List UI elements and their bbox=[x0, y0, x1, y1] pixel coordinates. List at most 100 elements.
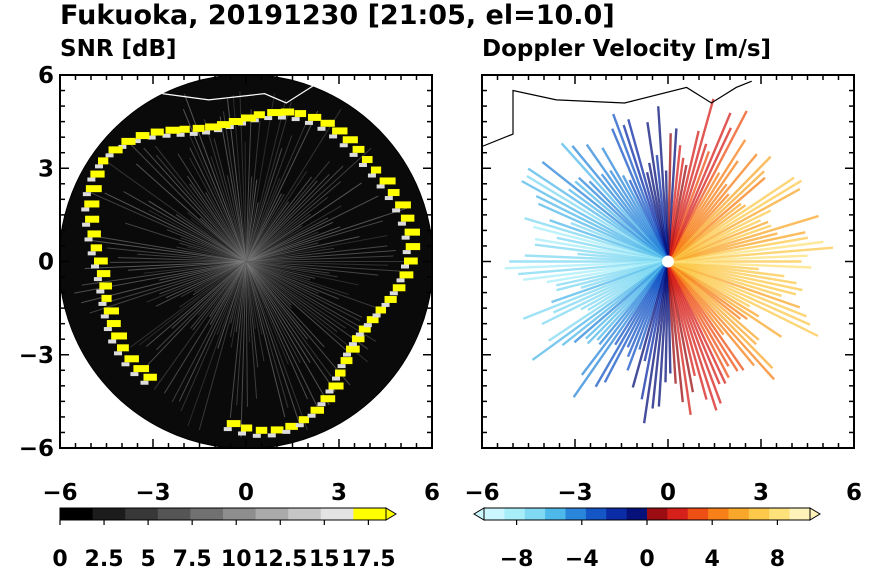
snr-high-cell bbox=[121, 137, 136, 145]
snr-mid-cell bbox=[98, 301, 107, 306]
snr-mid-cell bbox=[304, 120, 313, 125]
snr-ray bbox=[89, 261, 247, 314]
colorbar-extend-min bbox=[473, 507, 485, 521]
snr-ray bbox=[245, 261, 389, 266]
snr-high-cell bbox=[90, 244, 103, 252]
colorbar-segment bbox=[606, 508, 628, 520]
snr-mid-cell bbox=[291, 117, 300, 122]
colorbar-segment bbox=[157, 508, 191, 520]
colorbar-segment bbox=[353, 508, 387, 520]
snr-ray bbox=[245, 261, 308, 431]
snr-ray bbox=[166, 229, 247, 262]
colorbar-segment bbox=[687, 508, 709, 520]
snr-mid-cell bbox=[332, 376, 341, 381]
snr-mid-cell bbox=[397, 221, 406, 226]
snr-ray bbox=[125, 222, 247, 262]
snr-mid-cell bbox=[363, 323, 372, 328]
snr-mid-cell bbox=[87, 177, 96, 182]
y-tick-label: 0 bbox=[38, 250, 54, 276]
colorbar-segment bbox=[565, 508, 587, 520]
x-tick-label: −6 bbox=[42, 480, 77, 506]
snr-ray bbox=[245, 261, 349, 295]
snr-ray bbox=[245, 245, 388, 262]
snr-field bbox=[60, 75, 432, 448]
snr-high-cell bbox=[320, 119, 335, 127]
colorbar-label: 0 bbox=[52, 547, 67, 570]
snr-ray bbox=[135, 163, 247, 262]
colorbar-segment bbox=[728, 508, 750, 520]
snr-ray bbox=[104, 159, 247, 262]
snr-high-cell bbox=[143, 373, 157, 381]
snr-mid-cell bbox=[376, 184, 385, 189]
snr-mid-cell bbox=[355, 332, 364, 337]
snr-ray bbox=[189, 157, 247, 262]
snr-high-cell bbox=[335, 369, 346, 377]
snr-ray bbox=[245, 197, 328, 262]
snr-ray bbox=[159, 261, 247, 281]
snr-ray bbox=[245, 261, 258, 399]
colorbar-segment bbox=[255, 508, 289, 520]
snr-mid-cell bbox=[202, 130, 211, 135]
snr-ray bbox=[245, 261, 248, 407]
x-tick-label: 0 bbox=[660, 480, 676, 506]
snr-ray bbox=[245, 261, 376, 308]
snr-ray bbox=[245, 261, 348, 352]
snr-ray bbox=[244, 141, 247, 262]
left-panel-title: SNR [dB] bbox=[60, 36, 177, 62]
x-tick-label: 6 bbox=[846, 480, 862, 506]
snr-high-cell bbox=[342, 136, 358, 144]
snr-mid-cell bbox=[223, 427, 232, 432]
colorbar-segment bbox=[125, 508, 159, 520]
x-tick-label: 6 bbox=[424, 480, 440, 506]
snr-mid-cell bbox=[140, 380, 149, 385]
snr-high-cell bbox=[395, 201, 411, 209]
colorbar-label: 7.5 bbox=[173, 547, 212, 570]
colorbar-label: 5 bbox=[140, 547, 155, 570]
doppler-center bbox=[662, 255, 674, 268]
snr-ray bbox=[245, 261, 265, 362]
snr-ray bbox=[148, 200, 247, 262]
snr-ray bbox=[245, 147, 372, 262]
snr-ray bbox=[245, 101, 292, 262]
snr-ray bbox=[171, 261, 247, 329]
snr-high-cell bbox=[192, 124, 205, 132]
snr-ray bbox=[245, 250, 396, 262]
snr-mid-cell bbox=[339, 143, 348, 148]
snr-mid-cell bbox=[81, 207, 90, 212]
snr-ray bbox=[245, 182, 362, 262]
snr-ray bbox=[153, 261, 247, 390]
snr-mid-cell bbox=[91, 264, 99, 269]
y-tick-label: −6 bbox=[19, 436, 54, 462]
snr-ray bbox=[245, 108, 342, 262]
snr-ray bbox=[245, 181, 341, 262]
snr-ray bbox=[245, 261, 325, 348]
snr-ray bbox=[117, 257, 247, 262]
snr-ray bbox=[240, 261, 247, 438]
snr-ray bbox=[84, 261, 247, 270]
snr-ray bbox=[245, 221, 334, 262]
snr-ray bbox=[245, 148, 283, 262]
colorbar-extend-max bbox=[385, 507, 397, 521]
snr-mid-cell bbox=[93, 277, 102, 282]
snr-ray bbox=[245, 180, 318, 262]
snr-high-cell bbox=[116, 344, 129, 352]
snr-high-cell bbox=[253, 111, 265, 119]
colorbar-label: −4 bbox=[565, 547, 599, 570]
snr-high-cell bbox=[103, 307, 119, 315]
snr-high-cell bbox=[267, 109, 282, 117]
snr-mid-cell bbox=[100, 314, 109, 319]
snr-ray bbox=[226, 175, 247, 262]
y-tick-label: 6 bbox=[38, 63, 54, 89]
snr-mid-cell bbox=[401, 264, 409, 269]
doppler-field bbox=[482, 80, 834, 424]
snr-ray bbox=[222, 111, 247, 262]
snr-high-cell bbox=[351, 335, 365, 343]
snr-high-cell bbox=[346, 345, 360, 353]
snr-mid-cell bbox=[108, 339, 117, 344]
snr-ray bbox=[165, 261, 247, 299]
snr-ray bbox=[245, 261, 332, 377]
snr-ray bbox=[245, 261, 311, 363]
snr-mid-cell bbox=[343, 352, 352, 357]
snr-high-cell bbox=[387, 189, 400, 197]
